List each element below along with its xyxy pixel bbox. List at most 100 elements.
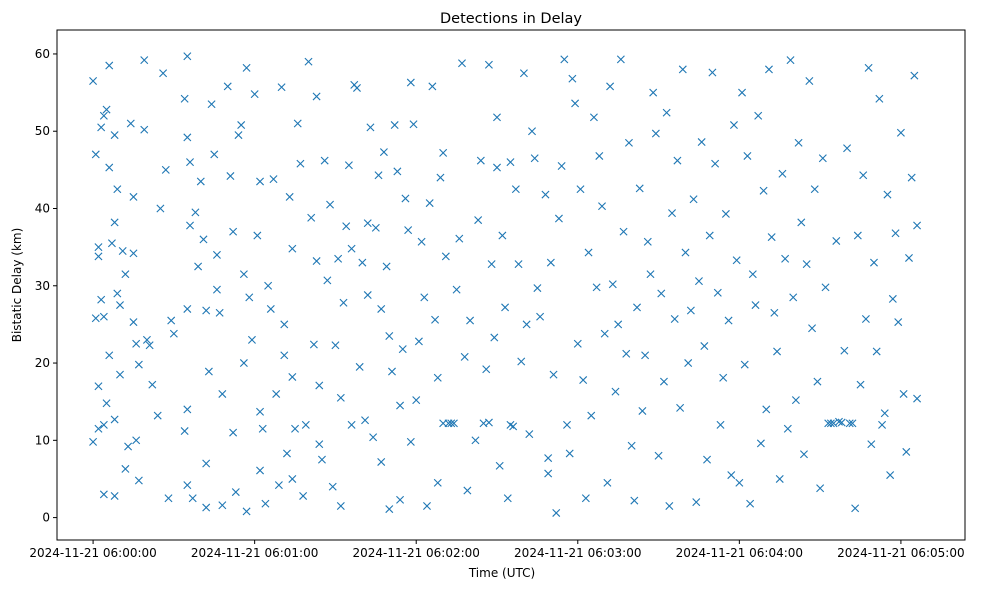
data-point <box>509 422 518 431</box>
data-point <box>420 293 429 302</box>
y-tick-label: 40 <box>35 202 50 216</box>
data-point <box>126 119 135 128</box>
data-point <box>374 171 383 180</box>
data-point <box>864 63 873 72</box>
data-point <box>872 347 881 356</box>
data-point <box>312 257 321 266</box>
data-point <box>638 406 647 415</box>
data-point <box>212 285 221 294</box>
data-point <box>180 94 189 103</box>
data-point <box>649 88 658 97</box>
data-point <box>140 125 149 134</box>
data-point <box>94 243 103 252</box>
data-point <box>404 226 413 235</box>
data-point <box>514 260 523 269</box>
data-point <box>541 190 550 199</box>
data-point <box>369 433 378 442</box>
data-point <box>256 407 265 416</box>
data-point <box>759 186 768 195</box>
data-point <box>315 381 324 390</box>
data-point <box>579 376 588 385</box>
data-point <box>606 82 615 91</box>
y-tick-label: 20 <box>35 356 50 370</box>
data-point <box>134 360 143 369</box>
data-point <box>393 167 402 176</box>
data-point <box>913 394 922 403</box>
data-point <box>194 262 203 271</box>
data-point <box>627 441 636 450</box>
data-point <box>549 370 558 379</box>
y-tick-label: 50 <box>35 124 50 138</box>
data-point <box>229 428 238 437</box>
data-point <box>810 185 819 194</box>
data-point <box>913 221 922 230</box>
data-point <box>89 437 98 446</box>
x-axis-label: Time (UTC) <box>468 566 535 580</box>
data-point <box>99 420 108 429</box>
data-point <box>156 204 165 213</box>
data-point <box>110 218 119 227</box>
data-point <box>460 352 469 361</box>
data-point <box>899 389 908 398</box>
data-point <box>132 339 141 348</box>
x-tick-label: 2024-11-21 06:04:00 <box>676 546 803 560</box>
data-point <box>280 320 289 329</box>
data-point <box>544 469 553 478</box>
data-point <box>242 507 251 516</box>
data-point <box>409 120 418 129</box>
data-point <box>231 488 240 497</box>
data-point <box>326 200 335 209</box>
data-point <box>320 156 329 165</box>
data-point <box>299 491 308 500</box>
data-point <box>237 121 246 130</box>
data-point <box>331 341 340 350</box>
data-point <box>431 315 440 324</box>
data-point <box>212 250 221 259</box>
data-point <box>226 172 235 181</box>
data-point <box>186 221 195 230</box>
data-point <box>94 382 103 391</box>
data-point <box>643 237 652 246</box>
data-point <box>619 227 628 236</box>
data-point <box>557 162 566 170</box>
data-point <box>880 409 889 418</box>
data-point <box>552 508 561 517</box>
data-point <box>869 258 878 267</box>
data-point <box>107 239 116 248</box>
data-point <box>834 417 843 426</box>
data-point <box>630 496 639 505</box>
data-point <box>746 499 755 508</box>
data-point <box>366 123 375 132</box>
data-point <box>183 481 192 490</box>
data-point <box>845 419 854 428</box>
data-point <box>280 351 289 360</box>
data-point <box>789 293 798 302</box>
data-point <box>751 301 760 310</box>
data-point <box>598 202 607 211</box>
data-point <box>791 396 800 405</box>
data-point <box>455 234 464 243</box>
data-point <box>493 163 501 172</box>
data-point <box>105 61 114 70</box>
data-point <box>309 340 318 349</box>
data-point <box>358 258 367 267</box>
data-point <box>495 461 504 470</box>
data-point <box>764 65 773 74</box>
data-point <box>646 270 655 279</box>
y-axis-ticks: 0 10 20 30 40 50 60 <box>35 47 57 525</box>
data-point <box>595 151 604 160</box>
data-point <box>829 419 838 428</box>
data-point <box>493 113 501 122</box>
data-point <box>398 345 407 354</box>
data-point <box>229 227 238 236</box>
data-point <box>716 420 725 429</box>
data-point <box>379 148 388 157</box>
data-point <box>102 105 111 114</box>
data-point <box>99 490 108 499</box>
data-point <box>140 56 149 65</box>
data-point <box>102 399 111 408</box>
data-point <box>484 418 493 427</box>
data-point <box>563 420 571 429</box>
data-point <box>433 478 442 487</box>
